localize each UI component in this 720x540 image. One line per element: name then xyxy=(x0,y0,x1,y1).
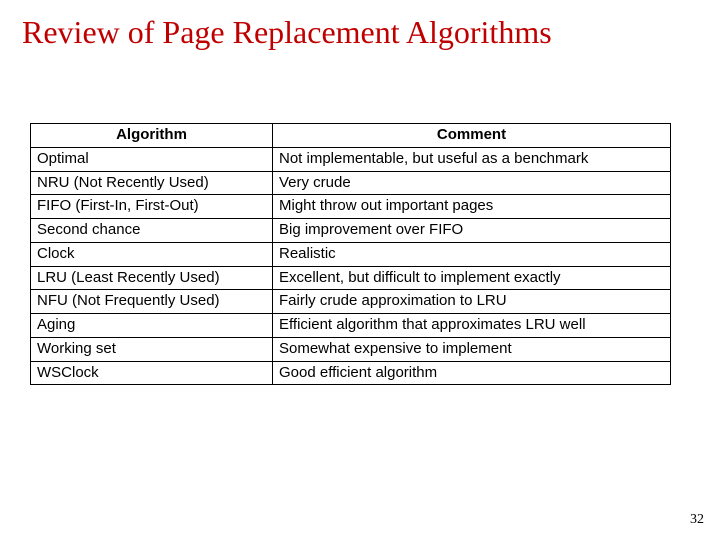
cell-comment: Big improvement over FIFO xyxy=(273,219,671,243)
cell-comment: Good efficient algorithm xyxy=(273,361,671,385)
cell-algorithm: Clock xyxy=(31,242,273,266)
table-row: NFU (Not Frequently Used) Fairly crude a… xyxy=(31,290,671,314)
cell-comment: Very crude xyxy=(273,171,671,195)
cell-comment: Might throw out important pages xyxy=(273,195,671,219)
slide: Review of Page Replacement Algorithms Al… xyxy=(0,0,720,540)
cell-comment: Fairly crude approximation to LRU xyxy=(273,290,671,314)
cell-comment: Somewhat expensive to implement xyxy=(273,337,671,361)
table-row: Clock Realistic xyxy=(31,242,671,266)
cell-comment: Not implementable, but useful as a bench… xyxy=(273,147,671,171)
cell-comment: Excellent, but difficult to implement ex… xyxy=(273,266,671,290)
cell-algorithm: FIFO (First-In, First-Out) xyxy=(31,195,273,219)
cell-algorithm: Working set xyxy=(31,337,273,361)
col-header-comment: Comment xyxy=(273,124,671,148)
cell-algorithm: Second chance xyxy=(31,219,273,243)
page-number: 32 xyxy=(690,512,704,528)
table-row: NRU (Not Recently Used) Very crude xyxy=(31,171,671,195)
cell-algorithm: Optimal xyxy=(31,147,273,171)
cell-comment: Efficient algorithm that approximates LR… xyxy=(273,314,671,338)
table-row: FIFO (First-In, First-Out) Might throw o… xyxy=(31,195,671,219)
cell-algorithm: NFU (Not Frequently Used) xyxy=(31,290,273,314)
table-row: Working set Somewhat expensive to implem… xyxy=(31,337,671,361)
table-row: Optimal Not implementable, but useful as… xyxy=(31,147,671,171)
cell-algorithm: WSClock xyxy=(31,361,273,385)
table-row: LRU (Least Recently Used) Excellent, but… xyxy=(31,266,671,290)
cell-algorithm: LRU (Least Recently Used) xyxy=(31,266,273,290)
table-header-row: Algorithm Comment xyxy=(31,124,671,148)
cell-algorithm: Aging xyxy=(31,314,273,338)
cell-comment: Realistic xyxy=(273,242,671,266)
algorithms-table: Algorithm Comment Optimal Not implementa… xyxy=(30,123,671,385)
table-row: Aging Efficient algorithm that approxima… xyxy=(31,314,671,338)
cell-algorithm: NRU (Not Recently Used) xyxy=(31,171,273,195)
table-row: Second chance Big improvement over FIFO xyxy=(31,219,671,243)
page-title: Review of Page Replacement Algorithms xyxy=(22,14,698,51)
table-row: WSClock Good efficient algorithm xyxy=(31,361,671,385)
col-header-algorithm: Algorithm xyxy=(31,124,273,148)
